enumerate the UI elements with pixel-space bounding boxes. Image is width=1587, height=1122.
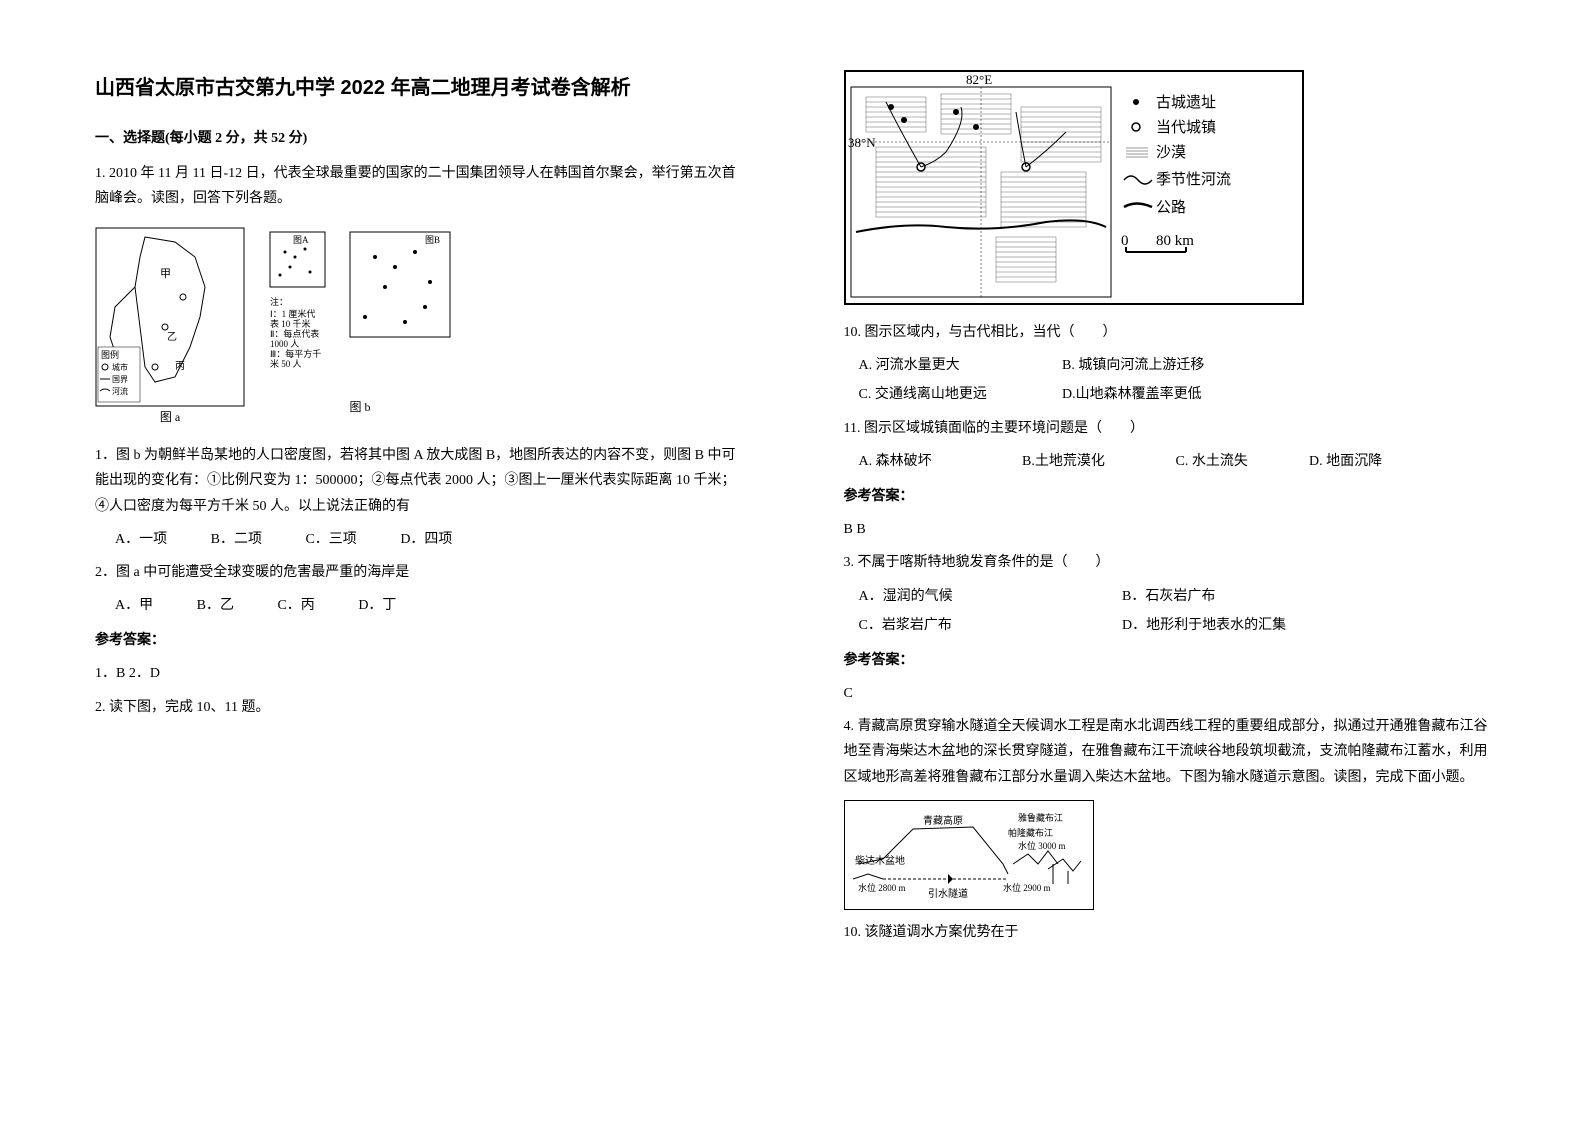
q2-answer-label: 参考答案：	[844, 484, 1493, 509]
svg-text:河流: 河流	[112, 386, 128, 396]
q1s2-d: D．丁	[358, 593, 396, 618]
q1-intro: 1. 2010 年 11 月 11 日-12 日，代表全球最重要的国家的二十国集…	[95, 161, 744, 211]
svg-text:水位 2800 m: 水位 2800 m	[858, 882, 906, 893]
figure-b-caption: 图 b	[265, 397, 455, 419]
q1s1-d: D．四项	[400, 527, 452, 552]
q2-sub11-row: A. 森林破坏 B.土地荒漠化 C. 水土流失 D. 地面沉降	[859, 449, 1493, 474]
svg-text:80 km: 80 km	[1156, 233, 1194, 249]
svg-text:丙: 丙	[175, 361, 185, 372]
svg-text:柴达木盆地: 柴达木盆地	[855, 854, 905, 867]
q1s1-c: C．三项	[305, 527, 356, 552]
svg-text:乙: 乙	[167, 331, 177, 343]
q1-sub1-options: A．一项 B．二项 C．三项 D．四项	[115, 527, 744, 552]
tunnel-svg: 青藏高原 柴达木盆地 水位 2800 m 雅鲁藏布江 帕隆藏布江 水位 3000…	[853, 809, 1087, 903]
q2s11-c: C. 水土流失	[1176, 449, 1306, 474]
svg-text:Ⅰ：1 厘米代: Ⅰ：1 厘米代	[270, 308, 315, 319]
q3-opts-row2: C．岩浆岩广布 D．地形利于地表水的汇集	[859, 613, 1493, 638]
svg-text:1000 人: 1000 人	[270, 339, 299, 349]
q1s2-c: C．丙	[277, 593, 314, 618]
svg-text:青藏高原: 青藏高原	[923, 814, 963, 827]
q3-d: D．地形利于地表水的汇集	[1122, 613, 1382, 638]
q3-answer-label: 参考答案：	[844, 648, 1493, 673]
q3-text: 3. 不属于喀斯特地貌发育条件的是（ ）	[844, 550, 1493, 575]
svg-text:雅鲁藏布江: 雅鲁藏布江	[1018, 812, 1063, 823]
svg-text:表 10 千米: 表 10 千米	[270, 318, 311, 329]
q3-answer: C	[844, 681, 1493, 706]
map-legend: 古城遗址 当代城镇 沙漠 季节性河流 公路 0 80 km	[1121, 94, 1231, 252]
tunnel-diagram: 青藏高原 柴达木盆地 水位 2800 m 雅鲁藏布江 帕隆藏布江 水位 3000…	[844, 800, 1094, 910]
lat-label: 38°N	[848, 135, 876, 150]
q1-sub1: 1．图 b 为朝鲜半岛某地的人口密度图，若将其中图 A 放大成图 B，地图所表达…	[95, 443, 744, 519]
q2s11-d: D. 地面沉降	[1309, 449, 1429, 474]
q1s1-b: B．二项	[211, 527, 262, 552]
q2-intro: 2. 读下图，完成 10、11 题。	[95, 695, 744, 720]
q2s10-d: D.山地森林覆盖率更低	[1062, 382, 1262, 407]
svg-text:图A: 图A	[293, 235, 309, 245]
q2s10-c: C. 交通线离山地更远	[859, 382, 1059, 407]
region-map: 82°E 38°N	[844, 70, 1304, 305]
figure-b-svg: 图A 图B 注： Ⅰ：1 厘米代 表 10 千米 Ⅱ：每点代表 1000 人 Ⅲ…	[265, 227, 455, 397]
figure-a-wrap: 甲 乙 丙 图例 城市 国界 河流 图 a	[95, 227, 245, 429]
q2s10-b: B. 城镇向河流上游迁移	[1062, 353, 1262, 378]
svg-text:注：: 注：	[270, 296, 288, 307]
desert-patch	[866, 97, 926, 132]
svg-text:Ⅲ：每平方千: Ⅲ：每平方千	[270, 348, 321, 359]
svg-text:水位 3000 m: 水位 3000 m	[1018, 840, 1066, 851]
section-1-header: 一、选择题(每小题 2 分，共 52 分)	[95, 126, 744, 151]
q2s10-a: A. 河流水量更大	[859, 353, 1059, 378]
svg-text:米 50 人: 米 50 人	[270, 358, 302, 369]
figure-a-caption: 图 a	[95, 407, 245, 429]
q3-c: C．岩浆岩广布	[859, 613, 1119, 638]
svg-text:国界: 国界	[112, 375, 128, 384]
svg-text:引水隧道: 引水隧道	[928, 887, 968, 900]
label-jia: 甲	[160, 268, 171, 280]
q2-sub10-row1: A. 河流水量更大 B. 城镇向河流上游迁移	[859, 353, 1493, 378]
q3-b: B．石灰岩广布	[1122, 584, 1382, 609]
q2-sub10: 10. 图示区域内，与古代相比，当代（ ）	[844, 320, 1493, 345]
q1-figure: 甲 乙 丙 图例 城市 国界 河流 图 a 图A	[95, 227, 744, 429]
svg-text:沙漠: 沙漠	[1156, 144, 1186, 161]
q2-sub11: 11. 图示区域城镇面临的主要环境问题是（ ）	[844, 416, 1493, 441]
svg-text:季节性河流: 季节性河流	[1156, 171, 1231, 188]
right-column: 82°E 38°N	[794, 0, 1587, 1122]
figure-a-svg: 甲 乙 丙 图例 城市 国界 河流	[95, 227, 245, 407]
lon-label: 82°E	[966, 72, 992, 87]
q1s1-a: A．一项	[115, 527, 167, 552]
left-column: 山西省太原市古交第九中学 2022 年高二地理月考试卷含解析 一、选择题(每小题…	[0, 0, 794, 1122]
q2-answer: B B	[844, 517, 1493, 542]
figure-b-wrap: 图A 图B 注： Ⅰ：1 厘米代 表 10 千米 Ⅱ：每点代表 1000 人 Ⅲ…	[265, 227, 455, 419]
region-map-svg: 82°E 38°N	[846, 72, 1302, 303]
svg-text:当代城镇: 当代城镇	[1156, 119, 1216, 136]
svg-text:公路: 公路	[1156, 199, 1186, 216]
exam-title: 山西省太原市古交第九中学 2022 年高二地理月考试卷含解析	[95, 70, 744, 106]
q1-sub2-options: A．甲 B．乙 C．丙 D．丁	[115, 593, 744, 618]
q2s11-b: B.土地荒漠化	[1022, 449, 1172, 474]
q1-sub2: 2．图 a 中可能遭受全球变暖的危害最严重的海岸是	[95, 560, 744, 585]
q1-answer: 1．B 2．D	[95, 661, 744, 686]
svg-text:水位 2900 m: 水位 2900 m	[1003, 882, 1051, 893]
q2s11-a: A. 森林破坏	[859, 449, 1019, 474]
q2-sub10-row2: C. 交通线离山地更远 D.山地森林覆盖率更低	[859, 382, 1493, 407]
q1s2-b: B．乙	[197, 593, 234, 618]
q4-sub10: 10. 该隧道调水方案优势在于	[844, 920, 1493, 945]
q3-a: A．湿润的气候	[859, 584, 1119, 609]
svg-text:图B: 图B	[425, 235, 440, 245]
svg-text:图例: 图例	[101, 349, 119, 360]
svg-text:城市: 城市	[112, 362, 128, 372]
q4-intro: 4. 青藏高原贯穿输水隧道全天候调水工程是南水北调西线工程的重要组成部分，拟通过…	[844, 714, 1493, 790]
q3-opts-row1: A．湿润的气候 B．石灰岩广布	[859, 584, 1493, 609]
q1s2-a: A．甲	[115, 593, 153, 618]
svg-text:帕隆藏布江: 帕隆藏布江	[1008, 827, 1053, 838]
q1-answer-label: 参考答案：	[95, 628, 744, 653]
svg-text:古城遗址: 古城遗址	[1156, 94, 1216, 111]
svg-text:Ⅱ：每点代表: Ⅱ：每点代表	[270, 328, 319, 339]
svg-text:0: 0	[1121, 233, 1129, 249]
